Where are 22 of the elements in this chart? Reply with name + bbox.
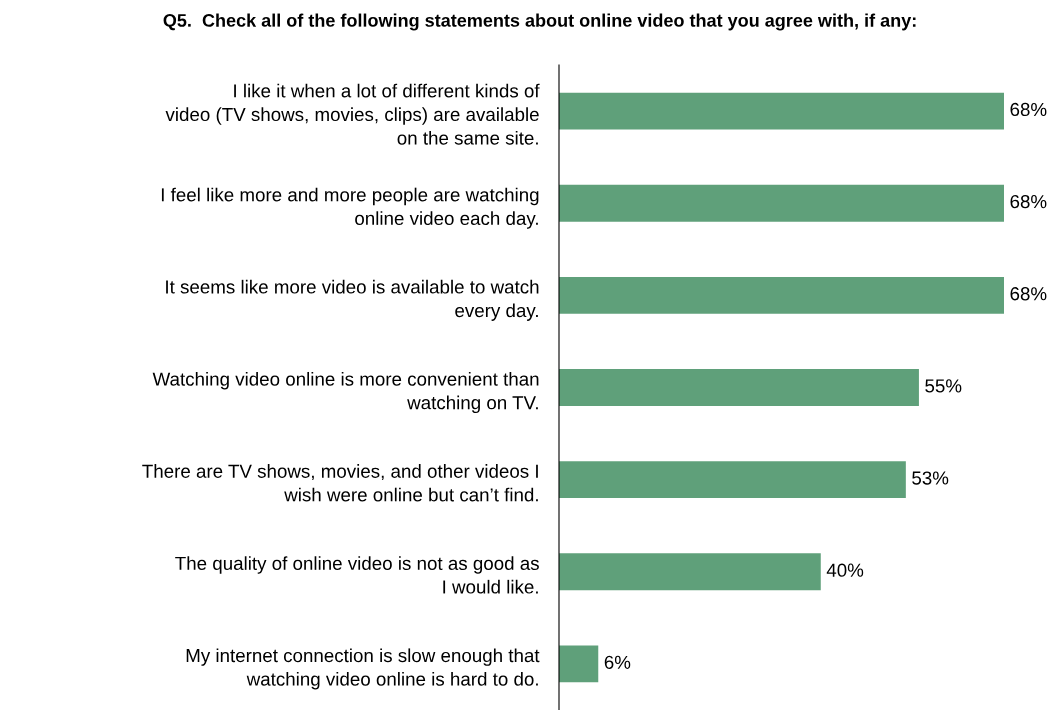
- y-tick-label: There are TV shows, movies, and other videos I wish were online but can’t find.: [142, 464, 538, 502]
- data-label: 68%: [1010, 287, 1047, 301]
- y-tick-label: Watching video online is more convenient than watching on TV.: [152, 371, 539, 414]
- bar: [559, 369, 919, 406]
- bar: [559, 553, 821, 591]
- bar: [559, 184, 1004, 222]
- y-tick-label: I feel like more and more people are watching online video each day.: [161, 187, 539, 229]
- data-label: 55%: [925, 379, 962, 393]
- data-label: 68%: [1010, 102, 1047, 117]
- data-label: 68%: [1010, 194, 1047, 209]
- bar: [559, 461, 906, 499]
- chart-title: Q5. Check all of the following statements about online video that you agree with, if any:: [163, 13, 916, 31]
- data-label: 40%: [826, 563, 864, 577]
- y-tick-label: I like it when a lot of different kinds of video (TV shows, movies, clips) are available on the same site.: [165, 83, 540, 145]
- bar: [559, 645, 599, 683]
- y-tick-label: The quality of online video is not as good as I would like.: [175, 556, 539, 594]
- bar: [559, 276, 1004, 314]
- data-label: 6%: [604, 655, 631, 669]
- y-tick-label: It seems like more video is available to watch every day.: [166, 279, 539, 321]
- y-tick-label: My internet connection is slow enough that watching video online is hard to do.: [186, 648, 540, 690]
- bar: [559, 92, 1004, 130]
- data-label: 53%: [912, 471, 949, 485]
